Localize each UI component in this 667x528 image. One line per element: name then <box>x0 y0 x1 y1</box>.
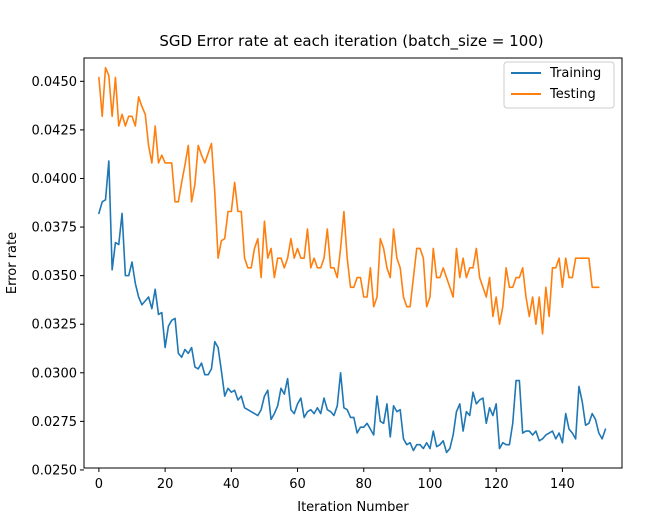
x-axis-ticks: 0 20 40 60 80 100 120 140 <box>95 468 575 492</box>
legend-label-training: Training <box>549 66 601 81</box>
y-tick-label: 0.0450 <box>32 75 78 90</box>
x-axis-label: Iteration Number <box>297 500 409 515</box>
y-tick-label: 0.0250 <box>32 463 78 478</box>
y-tick-label: 0.0300 <box>32 366 78 381</box>
x-tick-label: 140 <box>550 477 575 492</box>
x-tick-label: 60 <box>289 477 306 492</box>
y-tick-label: 0.0425 <box>32 123 78 138</box>
x-tick-label: 120 <box>484 477 509 492</box>
chart-title: SGD Error rate at each iteration (batch_… <box>159 32 543 51</box>
series-layer <box>98 66 607 454</box>
y-axis-label: Error rate <box>5 232 20 294</box>
legend: Training Testing <box>503 61 615 109</box>
y-tick-label: 0.0400 <box>32 172 78 187</box>
plot-frame <box>83 57 623 469</box>
x-tick-label: 80 <box>355 477 372 492</box>
legend-label-testing: Testing <box>549 87 596 102</box>
x-tick-label: 100 <box>418 477 443 492</box>
y-tick-label: 0.0325 <box>32 318 78 333</box>
y-tick-label: 0.0275 <box>32 415 78 430</box>
series-line-testing <box>98 66 600 335</box>
y-axis-ticks: 0.0250 0.0275 0.0300 0.0325 0.0350 0.0375 0.04… <box>32 75 84 478</box>
x-tick-label: 0 <box>95 477 103 492</box>
y-tick-label: 0.0350 <box>32 269 78 284</box>
x-tick-label: 20 <box>157 477 174 492</box>
y-tick-label: 0.0375 <box>32 221 78 236</box>
x-tick-label: 40 <box>223 477 240 492</box>
series-line-training <box>98 160 607 454</box>
